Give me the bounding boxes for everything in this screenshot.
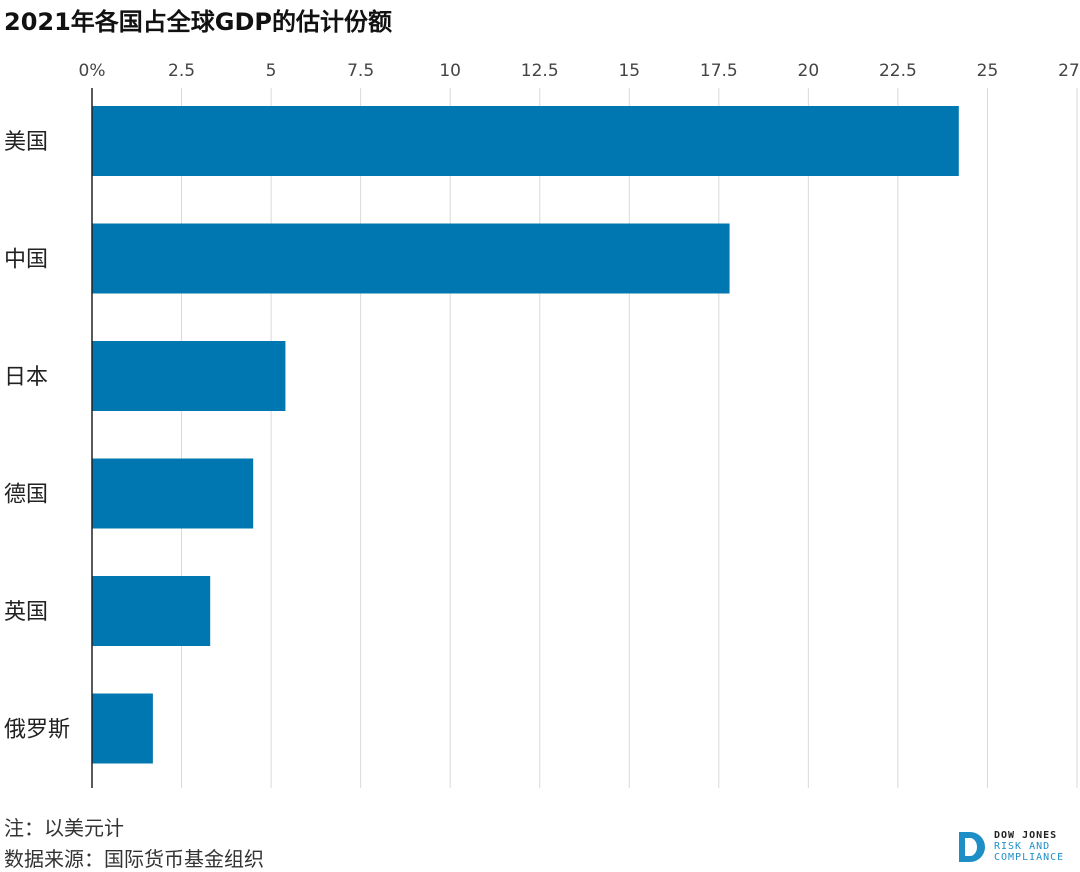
- source-note: 数据来源：国际货币基金组织: [4, 847, 264, 871]
- bar: [92, 458, 254, 529]
- x-tick-label: 10: [439, 61, 461, 81]
- y-category-label: 美国: [4, 130, 48, 155]
- y-category-label: 日本: [4, 365, 48, 390]
- bar-chart: 0% 2.5 5 7.5 10 12.5 15 17.5 20 22.5 25 27.5 美国中国日本德…: [4, 61, 1080, 788]
- dow-jones-logo: DOW JONES RISK AND COMPLIANCE: [956, 830, 1076, 866]
- x-tick-label: 20: [798, 61, 820, 81]
- bar: [92, 223, 730, 294]
- x-tick-label: 15: [618, 61, 640, 81]
- brand-line-1: DOW JONES: [994, 830, 1058, 841]
- x-tick-label: 2.5: [168, 61, 195, 81]
- x-tick-label: 25: [977, 61, 999, 81]
- bar: [92, 106, 959, 176]
- y-category-label: 中国: [4, 248, 48, 273]
- x-tick-label: 7.5: [347, 61, 374, 81]
- bar: [92, 341, 286, 411]
- y-category-label: 俄罗斯: [4, 718, 70, 743]
- footnote: 注：以美元计: [4, 816, 124, 840]
- chart-title: 2021年各国占全球GDP的估计份额: [4, 8, 393, 36]
- x-tick-label: 22.5: [879, 61, 917, 81]
- x-tick-label: 5: [266, 61, 277, 81]
- x-tick-label: 0%: [79, 61, 106, 81]
- x-tick-label: 17.5: [700, 61, 738, 81]
- x-tick-label: 27.5: [1058, 61, 1080, 81]
- brand-line-2: RISK AND: [994, 841, 1051, 852]
- y-category-label: 英国: [4, 600, 48, 625]
- dow-jones-d-icon: [959, 832, 985, 862]
- y-category-label: 德国: [4, 483, 48, 508]
- x-tick-label: 12.5: [521, 61, 559, 81]
- bar: [92, 576, 211, 646]
- bar: [92, 693, 153, 764]
- brand-line-3: COMPLIANCE: [994, 852, 1065, 863]
